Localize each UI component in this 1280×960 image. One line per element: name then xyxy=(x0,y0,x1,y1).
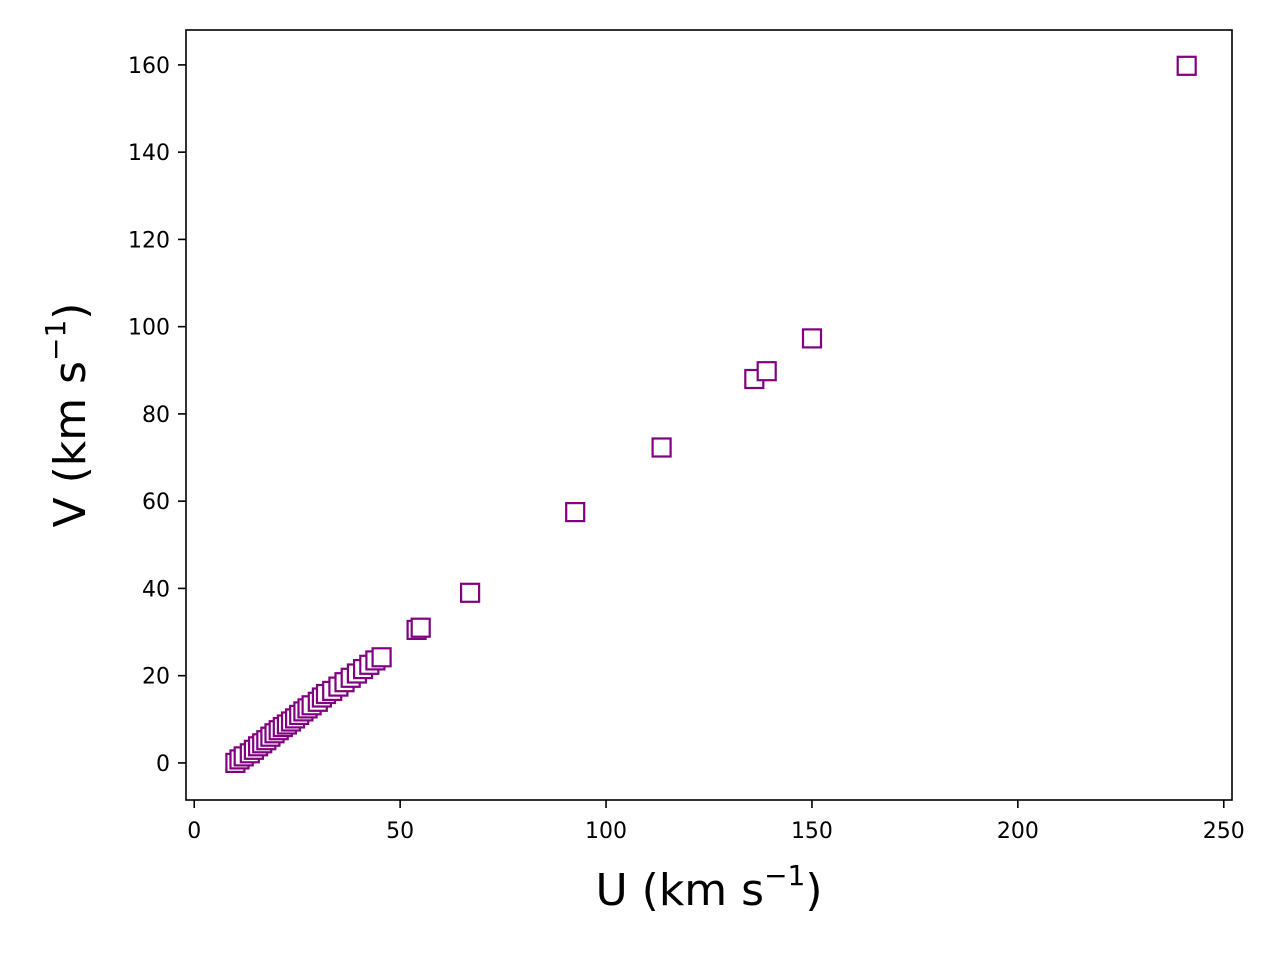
data-points xyxy=(225,55,1197,774)
data-point-32 xyxy=(410,617,431,638)
data-point-37 xyxy=(756,361,777,382)
data-point-33 xyxy=(460,582,481,603)
data-point-38 xyxy=(801,328,823,349)
x-tick-label: 0 xyxy=(187,819,201,844)
x-tick-label: 100 xyxy=(585,819,627,844)
x-tick-label: 50 xyxy=(386,819,414,844)
x-axis-ticks: 0 50 100 150 200 250 xyxy=(187,800,1245,844)
plot-frame xyxy=(185,29,1233,801)
x-tick-label: 250 xyxy=(1203,819,1245,844)
y-axis-ticks: 0 20 40 60 80 100 120 140 160 xyxy=(128,54,186,777)
x-tick-label: 200 xyxy=(997,819,1039,844)
y-tick-label: 80 xyxy=(142,403,170,428)
y-tick-label: 140 xyxy=(128,141,170,166)
x-axis-label: U (km s−1) xyxy=(595,859,822,916)
y-tick-label: 20 xyxy=(142,665,170,690)
y-tick-label: 100 xyxy=(128,316,170,341)
y-tick-label: 120 xyxy=(128,228,170,253)
y-tick-label: 160 xyxy=(128,54,170,79)
y-tick-label: 60 xyxy=(142,490,170,515)
x-tick-label: 150 xyxy=(791,819,833,844)
data-point-30 xyxy=(371,647,392,668)
data-point-35 xyxy=(651,437,672,458)
data-point-39 xyxy=(1176,55,1197,76)
y-axis-label: V (km s−1) xyxy=(39,303,96,528)
data-point-34 xyxy=(565,502,586,523)
y-tick-label: 40 xyxy=(142,577,170,602)
y-tick-label: 0 xyxy=(156,752,170,777)
